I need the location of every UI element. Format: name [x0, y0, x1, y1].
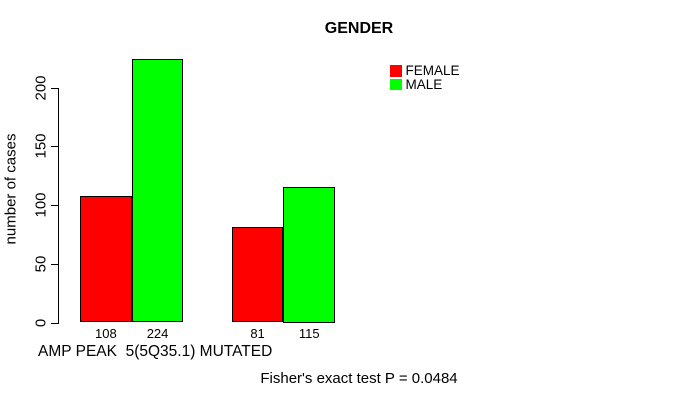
- bar-female-group2: [231, 227, 284, 323]
- y-tick-mark: [51, 87, 59, 89]
- bar-value-label-male-group2: 115: [298, 326, 320, 341]
- y-tick-mark: [51, 146, 59, 148]
- y-tick-mark: [51, 263, 59, 265]
- legend-swatch-male: [390, 78, 402, 90]
- y-tick-mark: [51, 205, 59, 206]
- y-axis-label: number of cases: [2, 133, 20, 245]
- legend-swatch-female: [390, 65, 402, 77]
- x-axis-label: AMP PEAK 5(5Q35.1) MUTATED: [38, 343, 273, 360]
- y-tick-label: 200: [32, 74, 50, 101]
- y-tick-label: 50: [32, 255, 50, 273]
- legend-item-male: MALE: [390, 76, 460, 92]
- bar-value-label-female-group1: 108: [94, 326, 117, 341]
- y-axis-line: [58, 87, 59, 324]
- chart-title: GENDER: [324, 20, 394, 37]
- legend-label: MALE: [405, 76, 443, 92]
- bar-male-group2: [283, 187, 336, 323]
- y-tick-mark: [51, 322, 59, 324]
- bar-male-group1: [131, 59, 184, 323]
- legend: FEMALE MALE: [390, 64, 460, 91]
- legend-item-female: FEMALE: [390, 64, 460, 78]
- bar-female-group1: [80, 195, 132, 323]
- fisher-test-note: Fisher's exact test P = 0.0484: [260, 370, 458, 387]
- y-tick-label: 100: [32, 192, 50, 218]
- y-tick-label: 0: [32, 318, 50, 327]
- y-tick-label: 150: [32, 133, 50, 159]
- legend-label: FEMALE: [405, 63, 460, 78]
- bar-value-label-male-group1: 224: [146, 326, 169, 341]
- bar-value-label-female-group2: 81: [250, 326, 265, 341]
